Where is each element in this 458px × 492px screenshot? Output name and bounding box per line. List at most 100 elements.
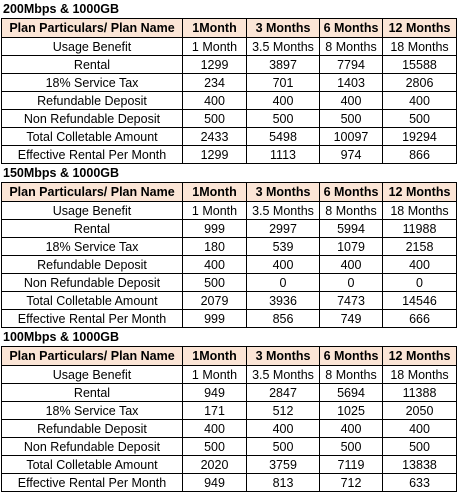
row-label: Rental <box>1 55 183 74</box>
table-cell: 5694 <box>319 383 383 402</box>
table-cell: 400 <box>382 91 457 110</box>
table-row: Refundable Deposit 400 400 400 400 <box>1 255 457 274</box>
table-cell: 2158 <box>382 237 457 256</box>
table-cell: 400 <box>246 255 320 274</box>
row-label: Usage Benefit <box>1 37 183 56</box>
table-row: Total Colletable Amount 2433 5498 10097 1929… <box>1 127 457 146</box>
table-cell: 2997 <box>246 219 320 238</box>
table-cell: 8 Months <box>319 365 383 384</box>
table-cell: 1025 <box>319 401 383 420</box>
table-row: Rental 1299 3897 7794 15588 <box>1 55 457 74</box>
column-header: 3 Months <box>246 182 320 202</box>
table-cell: 11388 <box>382 383 457 402</box>
table-cell: 2079 <box>182 291 247 310</box>
table-cell: 856 <box>246 309 320 328</box>
table-cell: 180 <box>182 237 247 256</box>
table-cell: 974 <box>319 145 383 164</box>
column-header: 12 Months <box>382 346 457 366</box>
table-row: 18% Service Tax 180 539 1079 2158 <box>1 237 457 256</box>
table-cell: 400 <box>182 91 247 110</box>
table-cell: 18 Months <box>382 201 457 220</box>
plan-table: Plan Particulars/ Plan Name 1Month 3 Month… <box>1 182 457 328</box>
row-label: Total Colletable Amount <box>1 127 183 146</box>
table-cell: 1079 <box>319 237 383 256</box>
row-label: Effective Rental Per Month <box>1 309 183 328</box>
table-row: Total Colletable Amount 2020 3759 7119 13838 <box>1 455 457 474</box>
row-label: Effective Rental Per Month <box>1 145 183 164</box>
table-cell: 3897 <box>246 55 320 74</box>
table-cell: 7794 <box>319 55 383 74</box>
table-row: Refundable Deposit 400 400 400 400 <box>1 91 457 110</box>
table-cell: 813 <box>246 473 320 492</box>
table-cell: 1299 <box>182 145 247 164</box>
section-title: 100Mbps & 1000GB <box>3 330 120 344</box>
row-label: Usage Benefit <box>1 365 183 384</box>
row-label: Refundable Deposit <box>1 255 183 274</box>
column-header: 3 Months <box>246 346 320 366</box>
section-title: 200Mbps & 1000GB <box>3 2 120 16</box>
table-row: Non Refundable Deposit 500 500 500 500 <box>1 437 457 456</box>
table-cell: 500 <box>246 437 320 456</box>
table-row: Rental 999 2997 5994 11988 <box>1 219 457 238</box>
row-label: Non Refundable Deposit <box>1 109 183 128</box>
column-header: 1Month <box>182 18 247 38</box>
column-header: 6 Months <box>319 18 383 38</box>
table-cell: 500 <box>182 109 247 128</box>
plan-table: Plan Particulars/ Plan Name 1Month 3 Month… <box>1 18 457 164</box>
header-row: Plan Particulars/ Plan Name 1Month 3 Month… <box>1 18 457 38</box>
table-cell: 11988 <box>382 219 457 238</box>
table-cell: 400 <box>182 255 247 274</box>
row-label: Refundable Deposit <box>1 419 183 438</box>
header-row: Plan Particulars/ Plan Name 1Month 3 Month… <box>1 346 457 366</box>
table-cell: 500 <box>182 437 247 456</box>
table-cell: 400 <box>319 419 383 438</box>
column-header: Plan Particulars/ Plan Name <box>1 18 183 38</box>
table-row: Non Refundable Deposit 500 500 500 500 <box>1 109 457 128</box>
table-cell: 171 <box>182 401 247 420</box>
table-cell: 500 <box>319 109 383 128</box>
plan-table: Plan Particulars/ Plan Name 1Month 3 Month… <box>1 346 457 492</box>
table-cell: 949 <box>182 473 247 492</box>
table-cell: 500 <box>182 273 247 292</box>
table-cell: 500 <box>319 437 383 456</box>
table-cell: 0 <box>319 273 383 292</box>
table-cell: 5498 <box>246 127 320 146</box>
table-cell: 0 <box>382 273 457 292</box>
column-header: 1Month <box>182 346 247 366</box>
column-header: 12 Months <box>382 182 457 202</box>
table-cell: 400 <box>382 255 457 274</box>
table-row: Usage Benefit 1 Month 3.5 Months 8 Months 18… <box>1 365 457 384</box>
table-cell: 400 <box>246 91 320 110</box>
row-label: Total Colletable Amount <box>1 291 183 310</box>
table-cell: 3.5 Months <box>246 365 320 384</box>
row-label: Refundable Deposit <box>1 91 183 110</box>
table-row: Effective Rental Per Month 1299 1113 974 866 <box>1 145 457 164</box>
column-header: Plan Particulars/ Plan Name <box>1 182 183 202</box>
row-label: Total Colletable Amount <box>1 455 183 474</box>
table-cell: 400 <box>182 419 247 438</box>
table-cell: 13838 <box>382 455 457 474</box>
table-cell: 14546 <box>382 291 457 310</box>
table-cell: 19294 <box>382 127 457 146</box>
table-cell: 712 <box>319 473 383 492</box>
table-cell: 701 <box>246 73 320 92</box>
table-cell: 500 <box>382 437 457 456</box>
row-label: 18% Service Tax <box>1 73 183 92</box>
table-cell: 500 <box>382 109 457 128</box>
table-cell: 1403 <box>319 73 383 92</box>
row-label: 18% Service Tax <box>1 237 183 256</box>
table-cell: 1 Month <box>182 37 247 56</box>
table-row: Effective Rental Per Month 949 813 712 633 <box>1 473 457 492</box>
table-cell: 2433 <box>182 127 247 146</box>
table-cell: 2806 <box>382 73 457 92</box>
table-cell: 400 <box>319 255 383 274</box>
table-row: Rental 949 2847 5694 11388 <box>1 383 457 402</box>
table-cell: 633 <box>382 473 457 492</box>
table-row: Effective Rental Per Month 999 856 749 666 <box>1 309 457 328</box>
row-label: Non Refundable Deposit <box>1 437 183 456</box>
table-row: Non Refundable Deposit 500 0 0 0 <box>1 273 457 292</box>
table-cell: 8 Months <box>319 201 383 220</box>
table-cell: 2020 <box>182 455 247 474</box>
row-label: Rental <box>1 383 183 402</box>
